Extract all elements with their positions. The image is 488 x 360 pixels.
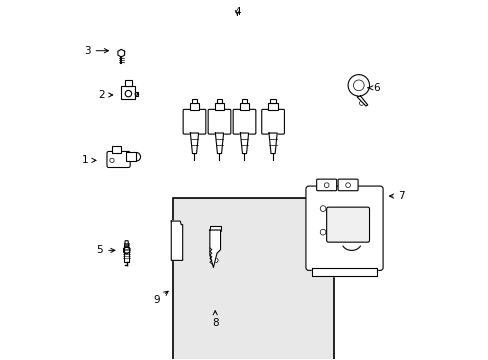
Circle shape: [110, 158, 114, 162]
Bar: [270, 99, 275, 103]
Polygon shape: [268, 133, 277, 154]
Circle shape: [119, 51, 123, 55]
Polygon shape: [124, 241, 128, 247]
Polygon shape: [312, 267, 376, 276]
Circle shape: [175, 228, 178, 232]
Bar: [135, 92, 138, 96]
FancyBboxPatch shape: [316, 179, 336, 191]
Text: 4: 4: [234, 7, 240, 17]
Circle shape: [135, 93, 138, 95]
Circle shape: [347, 75, 369, 96]
Circle shape: [353, 80, 364, 91]
Bar: [124, 80, 132, 86]
Circle shape: [175, 246, 178, 249]
FancyBboxPatch shape: [326, 207, 369, 242]
Bar: [267, 103, 278, 111]
Circle shape: [324, 183, 328, 188]
Bar: [241, 99, 247, 103]
FancyBboxPatch shape: [183, 109, 205, 134]
Text: 1: 1: [82, 156, 96, 165]
Circle shape: [125, 90, 131, 97]
Bar: [121, 86, 135, 99]
Text: 2: 2: [98, 90, 113, 100]
Polygon shape: [123, 247, 129, 254]
Text: 5: 5: [96, 246, 115, 255]
Bar: [189, 103, 199, 111]
Bar: [239, 103, 249, 111]
Polygon shape: [190, 133, 198, 154]
FancyBboxPatch shape: [208, 109, 230, 134]
Bar: [125, 153, 136, 161]
Bar: [112, 146, 121, 153]
Bar: [209, 226, 220, 231]
Text: 3: 3: [84, 46, 108, 56]
FancyBboxPatch shape: [337, 179, 357, 191]
Text: 6: 6: [367, 83, 379, 93]
Bar: [216, 99, 222, 103]
FancyBboxPatch shape: [261, 109, 284, 134]
FancyBboxPatch shape: [233, 109, 255, 134]
Circle shape: [359, 101, 363, 105]
Polygon shape: [209, 230, 220, 267]
Polygon shape: [118, 49, 124, 57]
FancyBboxPatch shape: [107, 152, 130, 167]
Polygon shape: [240, 133, 248, 154]
Bar: [191, 99, 197, 103]
Text: 7: 7: [388, 191, 404, 201]
FancyBboxPatch shape: [305, 186, 382, 270]
Circle shape: [175, 253, 178, 257]
Polygon shape: [171, 221, 183, 260]
Text: 9: 9: [153, 291, 168, 305]
Circle shape: [345, 183, 350, 188]
Circle shape: [320, 229, 325, 235]
Polygon shape: [215, 133, 223, 154]
Circle shape: [320, 206, 325, 211]
Polygon shape: [356, 96, 367, 106]
FancyBboxPatch shape: [173, 198, 333, 360]
Bar: [214, 103, 224, 111]
Circle shape: [213, 258, 218, 262]
Text: 8: 8: [211, 311, 218, 328]
